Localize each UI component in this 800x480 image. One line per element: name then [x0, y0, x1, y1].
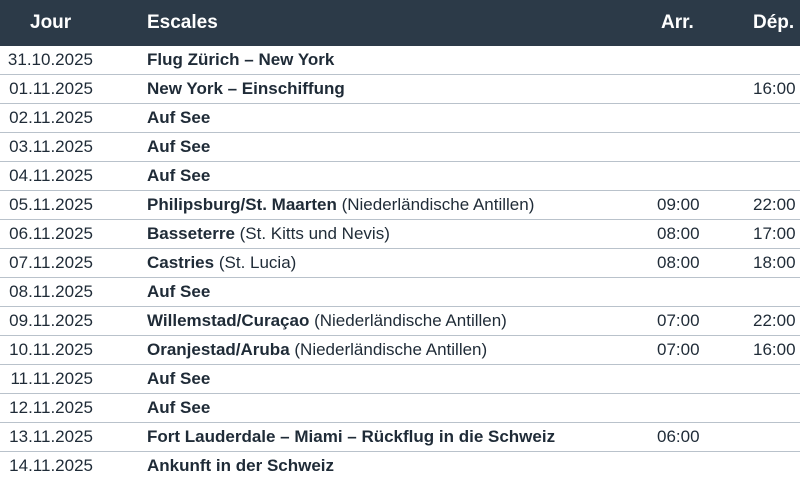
row-arrival: 09:00 — [657, 195, 700, 214]
stop-name: Auf See — [147, 108, 211, 127]
header-arrival: Arr. — [661, 12, 694, 33]
stop-name: Auf See — [147, 369, 211, 388]
stop-name: Auf See — [147, 282, 211, 301]
table-row: 06.11.2025 Basseterre (St. Kitts und Nev… — [0, 220, 800, 249]
row-arrival: 06:00 — [657, 427, 700, 446]
row-date: 02.11.2025 — [9, 108, 93, 127]
table-row: 02.11.2025 Auf See — [0, 104, 800, 133]
row-departure: 22:00 — [753, 311, 796, 330]
row-departure: 18:00 — [753, 253, 796, 272]
row-date: 09.11.2025 — [9, 311, 93, 330]
row-date: 14.11.2025 — [9, 456, 93, 475]
table-row: 11.11.2025 Auf See — [0, 365, 800, 394]
row-stop: Willemstad/Curaçao (Niederländische Anti… — [120, 311, 628, 331]
row-stop: Ankunft in der Schweiz — [120, 456, 628, 476]
row-departure: 16:00 — [753, 340, 796, 359]
row-stop: Oranjestad/Aruba (Niederländische Antill… — [120, 340, 628, 360]
row-date: 06.11.2025 — [9, 224, 93, 243]
stop-country: (St. Lucia) — [218, 253, 297, 272]
table-header: Jour Escales Arr. Dép. — [0, 0, 800, 46]
stop-name: Flug Zürich – New York — [147, 50, 335, 69]
stop-country: (Niederländische Antillen) — [294, 340, 488, 359]
row-date: 07.11.2025 — [9, 253, 93, 272]
stop-name: Willemstad/Curaçao — [147, 311, 310, 330]
table-row: 13.11.2025 Fort Lauderdale – Miami – Rüc… — [0, 423, 800, 452]
stop-name: Auf See — [147, 137, 211, 156]
row-stop: Auf See — [120, 282, 628, 302]
table-row: 04.11.2025 Auf See — [0, 162, 800, 191]
table-row: 07.11.2025 Castries (St. Lucia) 08:00 18… — [0, 249, 800, 278]
stop-name: Philipsburg/St. Maarten — [147, 195, 337, 214]
stop-name: Basseterre — [147, 224, 235, 243]
row-date: 13.11.2025 — [9, 427, 93, 446]
row-stop: New York – Einschiffung — [120, 79, 628, 99]
stop-name: Auf See — [147, 166, 211, 185]
row-arrival: 08:00 — [657, 224, 700, 243]
table-row: 10.11.2025 Oranjestad/Aruba (Niederländi… — [0, 336, 800, 365]
row-stop: Philipsburg/St. Maarten (Niederländische… — [120, 195, 628, 215]
row-stop: Castries (St. Lucia) — [120, 253, 628, 273]
row-arrival: 08:00 — [657, 253, 700, 272]
stop-name: Oranjestad/Aruba — [147, 340, 290, 359]
row-stop: Flug Zürich – New York — [120, 50, 628, 70]
table-row: 08.11.2025 Auf See — [0, 278, 800, 307]
row-stop: Auf See — [120, 398, 628, 418]
row-departure: 22:00 — [753, 195, 796, 214]
stop-country: (Niederländische Antillen) — [341, 195, 535, 214]
row-date: 04.11.2025 — [9, 166, 93, 185]
row-arrival: 07:00 — [657, 340, 700, 359]
stop-country: (Niederländische Antillen) — [314, 311, 507, 330]
stop-name: Fort Lauderdale – Miami – Rückflug in di… — [147, 427, 556, 446]
row-date: 05.11.2025 — [9, 195, 93, 214]
table-row: 14.11.2025 Ankunft in der Schweiz — [0, 452, 800, 480]
stop-name: Ankunft in der Schweiz — [147, 456, 335, 475]
row-stop: Auf See — [120, 108, 628, 128]
stop-name: Castries — [147, 253, 215, 272]
row-stop: Auf See — [120, 137, 628, 157]
row-departure: 16:00 — [753, 79, 796, 98]
row-stop: Basseterre (St. Kitts und Nevis) — [120, 224, 628, 244]
table-row: 05.11.2025 Philipsburg/St. Maarten (Nied… — [0, 191, 800, 220]
table-row: 31.10.2025 Flug Zürich – New York — [0, 46, 800, 75]
table-row: 09.11.2025 Willemstad/Curaçao (Niederlän… — [0, 307, 800, 336]
table-row: 01.11.2025 New York – Einschiffung 16:00 — [0, 75, 800, 104]
row-stop: Fort Lauderdale – Miami – Rückflug in di… — [120, 427, 628, 447]
header-stops: Escales — [147, 12, 218, 33]
row-date: 01.11.2025 — [9, 79, 93, 98]
header-departure: Dép. — [753, 12, 795, 33]
row-date: 08.11.2025 — [9, 282, 93, 301]
row-date: 11.11.2025 — [10, 369, 93, 388]
row-date: 12.11.2025 — [9, 398, 93, 417]
table-row: 12.11.2025 Auf See — [0, 394, 800, 423]
row-stop: Auf See — [120, 369, 628, 389]
row-date: 31.10.2025 — [7, 50, 93, 69]
row-arrival: 07:00 — [657, 311, 700, 330]
header-day: Jour — [30, 12, 72, 33]
row-date: 10.11.2025 — [9, 340, 93, 359]
row-date: 03.11.2025 — [9, 137, 93, 156]
stop-name: Auf See — [147, 398, 211, 417]
stop-name: New York – Einschiffung — [147, 79, 345, 98]
row-stop: Auf See — [120, 166, 628, 186]
table-row: 03.11.2025 Auf See — [0, 133, 800, 162]
row-departure: 17:00 — [753, 224, 796, 243]
stop-country: (St. Kitts und Nevis) — [239, 224, 390, 243]
